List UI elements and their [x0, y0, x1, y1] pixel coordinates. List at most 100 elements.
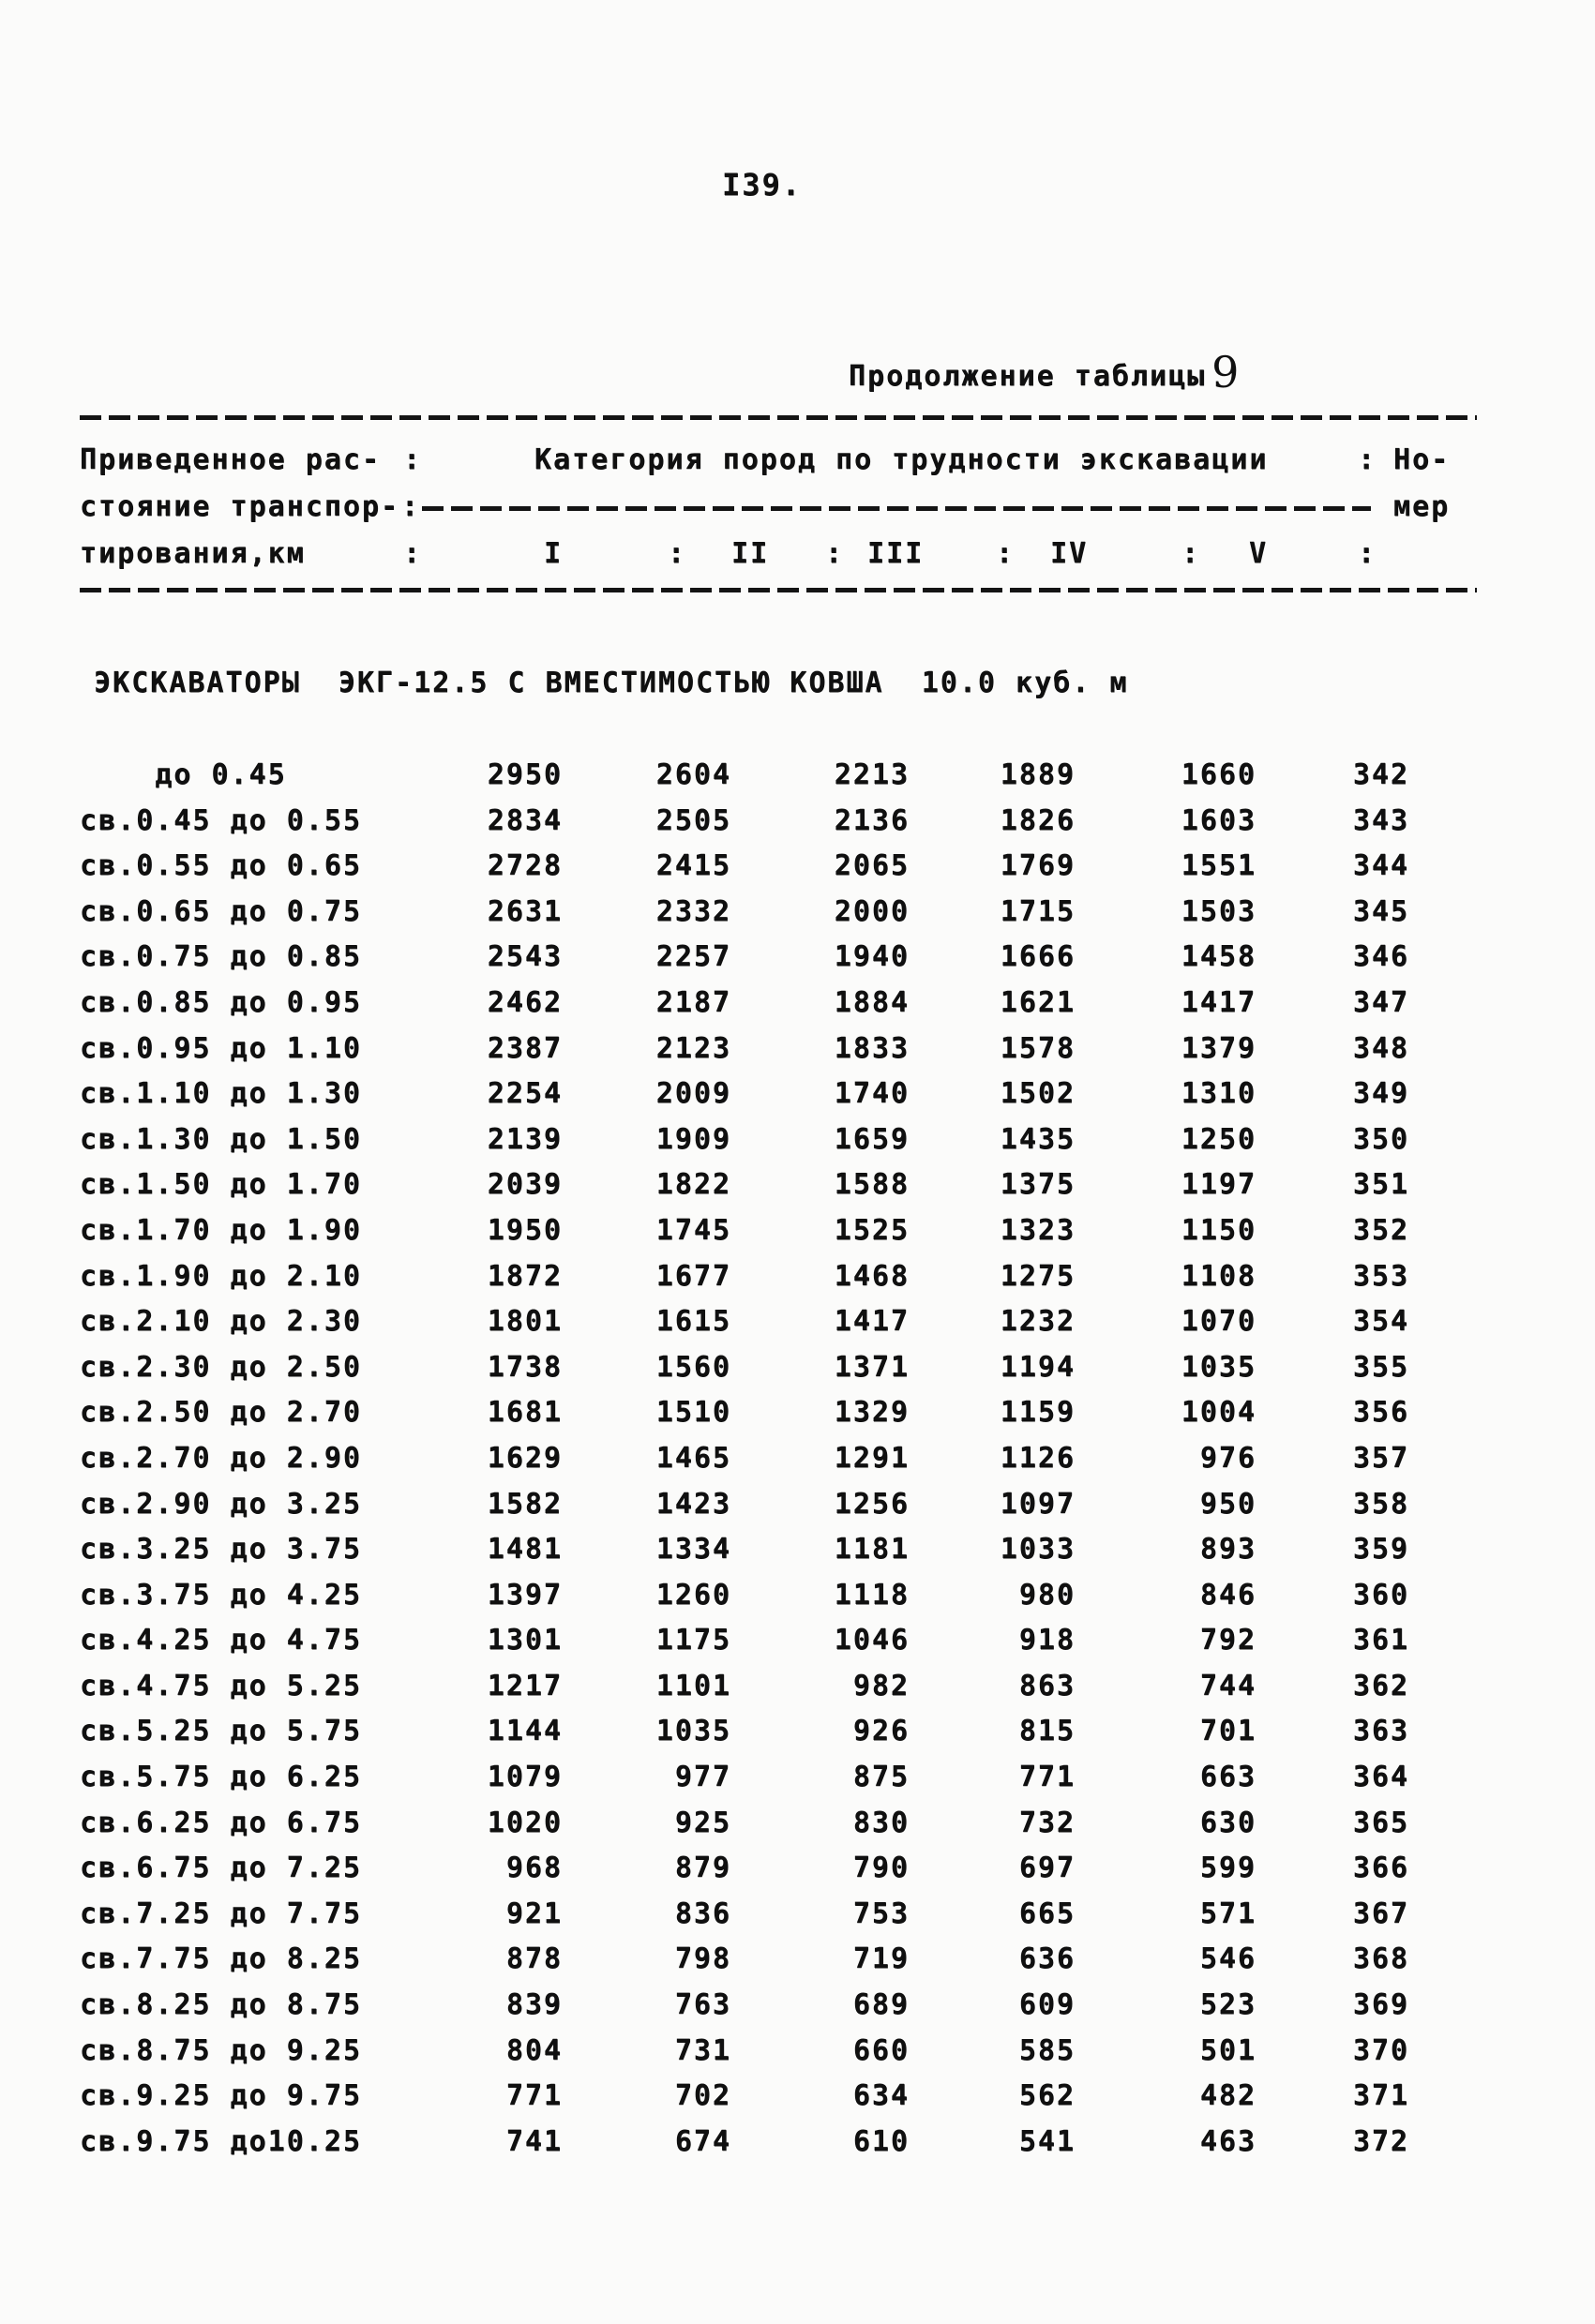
distance-range: св.1.10 до 1.30: [80, 1077, 362, 1111]
value-category-II: 2505: [655, 803, 731, 837]
value-category-III: 1046: [834, 1624, 910, 1657]
value-category-II: 1510: [655, 1396, 731, 1430]
table-row: св.9.75 до10.25 741 674 610 541 463 372: [0, 2124, 1595, 2172]
value-category-III: 2136: [834, 803, 910, 837]
value-category-V: 463: [1199, 2124, 1256, 2158]
value-category-III: 1833: [834, 1031, 910, 1065]
value-category-V: 1150: [1181, 1213, 1256, 1247]
table-row: св.6.25 до 6.75 1020 925 830 732 630 365: [0, 1807, 1595, 1853]
value-category-III: 1256: [834, 1487, 910, 1521]
value-category-V: 1070: [1181, 1305, 1256, 1339]
distance-range: св.4.75 до 5.25: [80, 1669, 362, 1702]
value-category-II: 1175: [655, 1624, 731, 1657]
value-category-IV: 1126: [1000, 1441, 1076, 1475]
value-category-I: 1629: [487, 1441, 563, 1475]
value-category-I: 1950: [487, 1213, 563, 1247]
value-category-II: 674: [674, 2124, 731, 2158]
header-category-IV: IV: [1050, 537, 1089, 570]
table-row: св.7.25 до 7.75 921 836 753 665 571 367: [0, 1897, 1595, 1944]
row-number: 342: [1352, 758, 1409, 791]
value-category-IV: 665: [1018, 1897, 1076, 1930]
row-number: 370: [1352, 2033, 1409, 2067]
row-number: 357: [1352, 1441, 1409, 1475]
value-category-III: 1371: [834, 1350, 910, 1384]
distance-range: св.0.95 до 1.10: [80, 1031, 362, 1065]
row-number: 362: [1352, 1669, 1409, 1702]
table-row: св.1.70 до 1.90 1950 1745 1525 1323 1150 352: [0, 1213, 1595, 1261]
value-category-V: 1310: [1181, 1077, 1256, 1111]
header-separator: :: [996, 537, 1016, 570]
value-category-II: 879: [674, 1852, 731, 1885]
distance-range: св.1.50 до 1.70: [80, 1168, 362, 1202]
row-number: 367: [1352, 1897, 1409, 1930]
value-category-III: 790: [852, 1852, 910, 1885]
table-row: св.3.75 до 4.25 1397 1260 1118 980 846 360: [0, 1578, 1595, 1626]
value-category-I: 771: [505, 2079, 563, 2113]
value-category-II: 977: [674, 1761, 731, 1794]
value-category-V: 1458: [1181, 940, 1256, 974]
value-category-IV: 815: [1018, 1715, 1076, 1748]
distance-range: св.7.25 до 7.75: [80, 1897, 362, 1930]
table-row: св.0.65 до 0.75 2631 2332 2000 1715 1503 345: [0, 894, 1595, 942]
value-category-II: 2332: [655, 894, 731, 928]
value-category-V: 1503: [1181, 894, 1256, 928]
value-category-IV: 918: [1018, 1624, 1076, 1657]
value-category-I: 2834: [487, 803, 563, 837]
value-category-III: 830: [852, 1806, 910, 1839]
header-category-III: III: [867, 537, 925, 570]
header-separator: :: [668, 537, 687, 570]
value-category-I: 2039: [487, 1168, 563, 1202]
table-row: св.1.90 до 2.10 1872 1677 1468 1275 1108 353: [0, 1259, 1595, 1307]
distance-range: св.2.50 до 2.70: [80, 1396, 362, 1430]
distance-range: св.0.55 до 0.65: [80, 849, 362, 883]
value-category-II: 1260: [655, 1578, 731, 1612]
value-category-I: 1582: [487, 1487, 563, 1521]
value-category-II: 702: [674, 2079, 731, 2113]
value-category-II: 1677: [655, 1259, 731, 1293]
value-category-I: 839: [505, 1988, 563, 2022]
row-number: 355: [1352, 1350, 1409, 1384]
row-number: 344: [1352, 849, 1409, 883]
value-category-II: 763: [674, 1988, 731, 2022]
distance-range: св.1.90 до 2.10: [80, 1259, 362, 1293]
value-category-I: 1681: [487, 1396, 563, 1430]
value-category-III: 2065: [834, 849, 910, 883]
row-number: 349: [1352, 1077, 1409, 1111]
distance-range: до 0.45: [80, 758, 287, 791]
header-category-V: V: [1249, 537, 1269, 570]
distance-range: св.5.25 до 5.75: [80, 1715, 362, 1748]
value-category-IV: 1275: [1000, 1259, 1076, 1293]
table-row: св.8.25 до 8.75 839 763 689 609 523 369: [0, 1989, 1595, 2035]
value-category-V: 1035: [1181, 1350, 1256, 1384]
table-row: св.0.55 до 0.65 2728 2415 2065 1769 1551 344: [0, 850, 1595, 896]
table-row: св.4.75 до 5.25 1217 1101 982 863 744 362: [0, 1669, 1595, 1717]
row-number: 371: [1352, 2079, 1409, 2113]
distance-range: св.3.75 до 4.25: [80, 1578, 362, 1612]
value-category-III: 2213: [834, 758, 910, 791]
value-category-I: 968: [505, 1852, 563, 1885]
value-category-I: 1020: [487, 1806, 563, 1839]
value-category-IV: 1159: [1000, 1396, 1076, 1430]
value-category-I: 1217: [487, 1669, 563, 1702]
value-category-I: 2254: [487, 1077, 563, 1111]
value-category-I: 921: [505, 1897, 563, 1930]
distance-range: св.5.75 до 6.25: [80, 1761, 362, 1794]
table-row: св.5.25 до 5.75 1144 1035 926 815 701 363: [0, 1716, 1595, 1762]
value-category-II: 2415: [655, 849, 731, 883]
distance-range: св.1.70 до 1.90: [80, 1213, 362, 1247]
row-number: 372: [1352, 2124, 1409, 2158]
value-category-IV: 697: [1018, 1852, 1076, 1885]
value-category-IV: 1621: [1000, 985, 1076, 1019]
value-category-II: 1560: [655, 1350, 731, 1384]
value-category-I: 2387: [487, 1031, 563, 1065]
value-category-II: 1465: [655, 1441, 731, 1475]
value-category-I: 741: [505, 2124, 563, 2158]
value-category-III: 982: [852, 1669, 910, 1702]
distance-range: св.9.75 до10.25: [80, 2124, 362, 2158]
distance-range: св.8.25 до 8.75: [80, 1988, 362, 2022]
row-number: 368: [1352, 1942, 1409, 1976]
value-category-I: 2631: [487, 894, 563, 928]
value-category-IV: 980: [1018, 1578, 1076, 1612]
header-separator: :: [1181, 537, 1201, 570]
